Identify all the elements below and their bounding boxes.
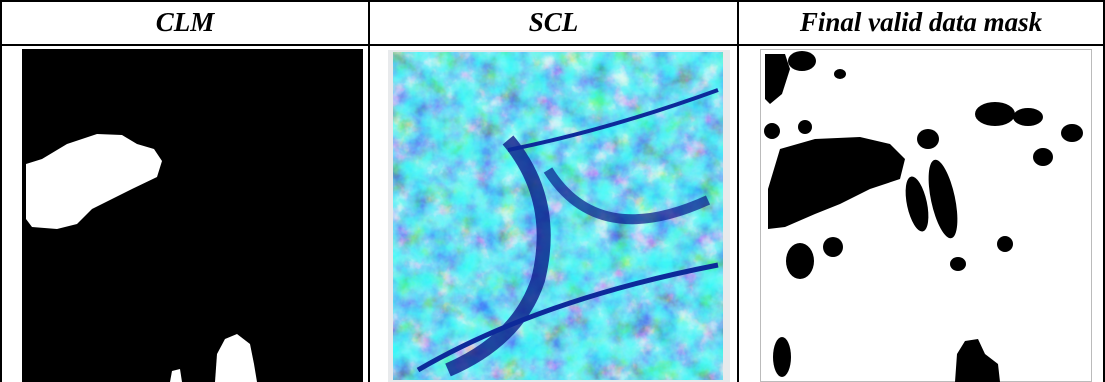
- clm-image: [22, 49, 363, 382]
- column-header: SCL: [370, 0, 737, 44]
- scl-image: [388, 50, 730, 382]
- page: CLM SCL Final valid data mask: [0, 0, 1105, 382]
- final-mask-image: [760, 49, 1092, 382]
- column-header: Final valid data mask: [739, 0, 1103, 44]
- column-header: CLM: [2, 0, 368, 44]
